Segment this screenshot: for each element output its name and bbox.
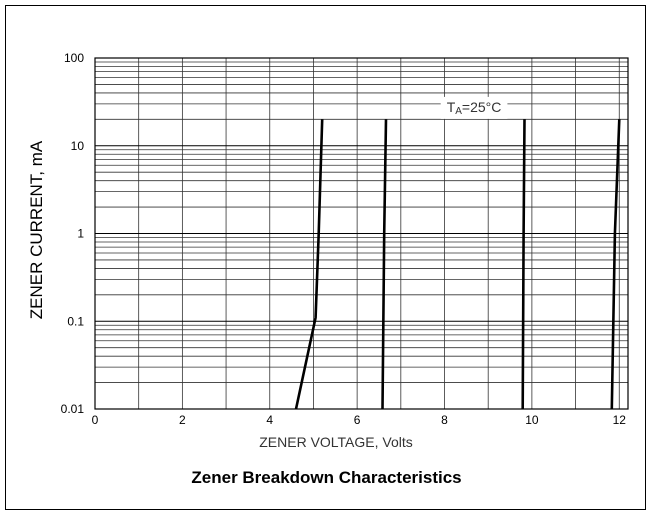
y-tick-label: 0.01	[61, 402, 85, 416]
series-lines	[294, 119, 621, 410]
temperature-annotation: TA=25°C	[440, 96, 508, 119]
zener-curve-4	[610, 119, 621, 410]
tick-labels: 0 2 4 6 8 10 12 0.01 0.1 1 10 100	[61, 51, 627, 427]
y-tick-label: 100	[64, 51, 84, 65]
y-tick-label: 10	[71, 139, 85, 153]
x-tick-label: 6	[354, 413, 361, 427]
annotation-subscript: A	[455, 106, 462, 117]
y-tick-label: 1	[77, 227, 84, 241]
annotation-prefix: T	[447, 99, 456, 115]
x-tick-label: 8	[441, 413, 448, 427]
chart-title: Zener Breakdown Characteristics	[191, 468, 462, 487]
x-tick-label: 0	[92, 413, 99, 427]
x-tick-label: 10	[525, 413, 539, 427]
y-tick-label: 0.1	[67, 314, 84, 328]
y-axis-label: ZENER CURRENT, mA	[27, 140, 46, 319]
major-grid	[95, 145, 628, 410]
x-tick-label: 12	[613, 413, 627, 427]
zener-curve-3	[521, 119, 526, 410]
x-axis-label: ZENER VOLTAGE, Volts	[259, 434, 413, 450]
zener-curve-2	[381, 119, 388, 410]
x-tick-label: 2	[179, 413, 186, 427]
x-tick-label: 4	[266, 413, 273, 427]
plot-border	[94, 57, 629, 410]
zener-curve-1	[294, 119, 324, 410]
chart-frame	[5, 5, 646, 510]
annotation-suffix: =25°C	[462, 99, 501, 115]
svg-text:TA=25°C: TA=25°C	[447, 99, 502, 117]
